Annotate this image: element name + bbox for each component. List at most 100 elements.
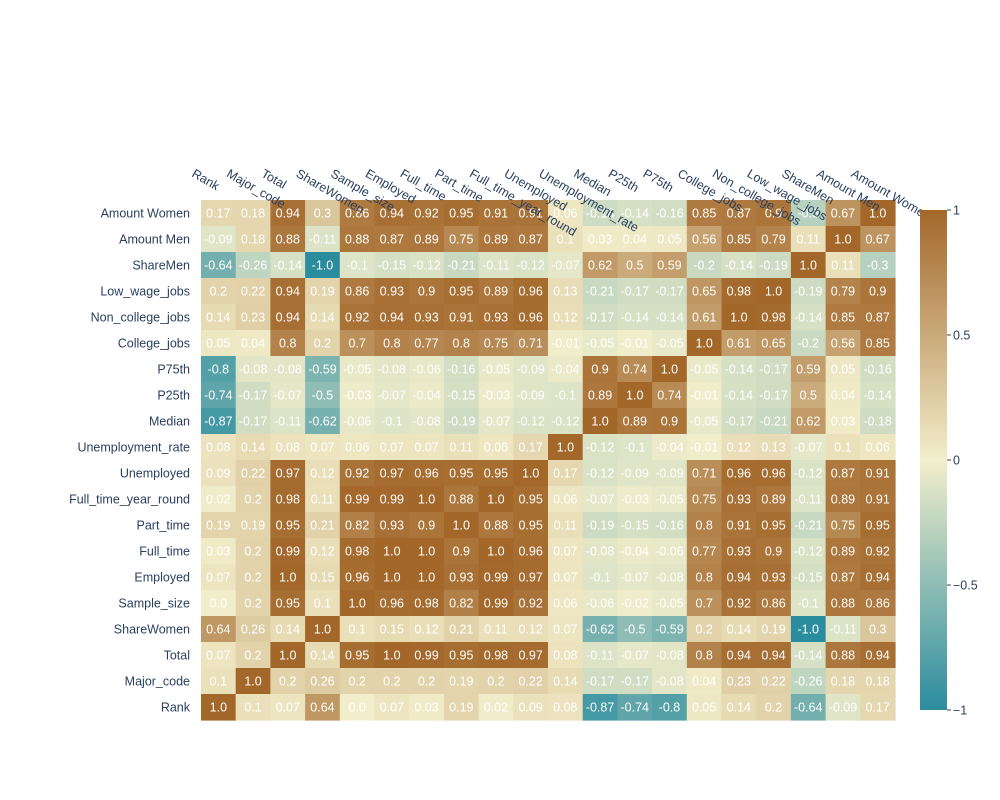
- heatmap-cell: [374, 382, 410, 409]
- heatmap-cell: [686, 356, 723, 383]
- cell-value-label: 0.59: [796, 363, 820, 377]
- heatmap-cell: [582, 304, 618, 331]
- heatmap-cell: [686, 642, 723, 669]
- cell-value-label: 0.96: [518, 311, 542, 325]
- heatmap-cell: [756, 694, 792, 721]
- heatmap-cell: [582, 486, 618, 513]
- cell-value-label: 0.99: [345, 493, 369, 507]
- heatmap-cell: [617, 408, 653, 435]
- cell-value-label: 0.64: [310, 701, 334, 715]
- heatmap-cell: [582, 642, 618, 669]
- heatmap-cell: [825, 512, 861, 539]
- cell-value-label: 0.04: [831, 389, 855, 403]
- heatmap-cell: [548, 538, 584, 565]
- cell-value-label: 0.85: [727, 233, 751, 247]
- cell-value-label: 0.8: [695, 649, 712, 663]
- cell-value-label: 0.06: [865, 441, 889, 455]
- heatmap-cell: [790, 512, 827, 539]
- cell-value-label: -0.17: [586, 311, 615, 325]
- cell-value-label: 0.9: [418, 519, 435, 533]
- cell-value-label: 0.85: [831, 311, 855, 325]
- heatmap-cell: [721, 408, 757, 435]
- cell-value-label: 0.22: [518, 675, 542, 689]
- heatmap-cell: [686, 304, 723, 331]
- heatmap-cell: [374, 486, 410, 513]
- cell-value-label: 1.0: [695, 337, 712, 351]
- heatmap-cell: [305, 538, 341, 565]
- cell-value-label: 0.11: [311, 493, 334, 507]
- cell-value-label: 0.97: [518, 649, 542, 663]
- y-tick-label: Total: [164, 649, 190, 663]
- heatmap-cell: [686, 616, 723, 643]
- cell-value-label: 0.11: [554, 519, 577, 533]
- cell-value-label: -0.17: [239, 415, 268, 429]
- heatmap-cell: [443, 252, 480, 279]
- cell-value-label: -0.26: [794, 675, 823, 689]
- heatmap-cell: [548, 434, 584, 461]
- cell-value-label: 1.0: [383, 649, 400, 663]
- heatmap-cell: [443, 382, 480, 409]
- cell-value-label: 1.0: [765, 285, 782, 299]
- heatmap-cell: [409, 434, 445, 461]
- cell-value-label: -0.2: [693, 259, 715, 273]
- cell-value-label: -0.64: [204, 259, 233, 273]
- heatmap-cell: [270, 434, 306, 461]
- cell-value-label: 0.56: [831, 337, 855, 351]
- heatmap-cell: [478, 616, 514, 643]
- heatmap-cell: [513, 512, 549, 539]
- cell-value-label: 0.82: [449, 597, 473, 611]
- heatmap-cell: [582, 382, 618, 409]
- cell-value-label: 0.1: [834, 441, 851, 455]
- cell-value-label: 0.96: [727, 467, 751, 481]
- cell-value-label: 0.93: [727, 545, 751, 559]
- heatmap-cell: [617, 252, 653, 279]
- cell-value-label: 0.1: [210, 675, 227, 689]
- cell-value-label: -0.14: [274, 259, 303, 273]
- cell-value-label: 0.75: [449, 233, 473, 247]
- cell-value-label: 0.71: [518, 337, 542, 351]
- heatmap-cell: [201, 252, 237, 279]
- heatmap-cell: [478, 356, 514, 383]
- cell-value-label: -0.12: [586, 441, 615, 455]
- heatmap-cell: [860, 564, 896, 591]
- cell-value-label: -0.09: [204, 233, 233, 247]
- cell-value-label: 0.88: [484, 519, 508, 533]
- heatmap-cell: [235, 512, 271, 539]
- cell-value-label: -0.08: [586, 545, 615, 559]
- cell-value-label: 0.18: [241, 233, 265, 247]
- heatmap-cell: [756, 538, 792, 565]
- cell-value-label: 1.0: [661, 363, 678, 377]
- heatmap-cell: [409, 252, 445, 279]
- heatmap-cell: [305, 356, 341, 383]
- cell-value-label: -0.04: [655, 441, 684, 455]
- heatmap-cell: [235, 252, 271, 279]
- cell-value-label: 0.89: [831, 545, 855, 559]
- cell-value-label: -0.05: [690, 415, 719, 429]
- cell-value-label: 1.0: [453, 519, 470, 533]
- heatmap-cell: [409, 564, 445, 591]
- cell-value-label: 0.14: [727, 701, 751, 715]
- heatmap-cell: [270, 356, 306, 383]
- heatmap-cell: [825, 330, 861, 357]
- cell-value-label: 0.98: [727, 285, 751, 299]
- heatmap-cell: [374, 668, 410, 695]
- heatmap-cell: [305, 252, 341, 279]
- cell-value-label: -0.87: [586, 701, 615, 715]
- heatmap-cell: [686, 330, 723, 357]
- heatmap-cell: [617, 226, 653, 253]
- cell-value-label: 0.2: [279, 675, 296, 689]
- cell-value-label: 0.87: [831, 571, 855, 585]
- heatmap-cell: [235, 590, 271, 617]
- cell-value-label: 0.07: [206, 571, 230, 585]
- y-tick-label: Full_time: [139, 545, 190, 559]
- cell-value-label: 0.12: [414, 623, 438, 637]
- cell-value-label: -0.19: [759, 259, 788, 273]
- cell-value-label: 0.99: [276, 545, 300, 559]
- cell-value-label: 0.2: [348, 675, 365, 689]
- heatmap-cell: [201, 642, 237, 669]
- cell-value-label: -0.02: [621, 597, 650, 611]
- heatmap-cell: [201, 356, 237, 383]
- cell-value-label: 0.11: [797, 233, 820, 247]
- cell-value-label: 0.14: [276, 623, 300, 637]
- cell-value-label: 0.03: [206, 545, 230, 559]
